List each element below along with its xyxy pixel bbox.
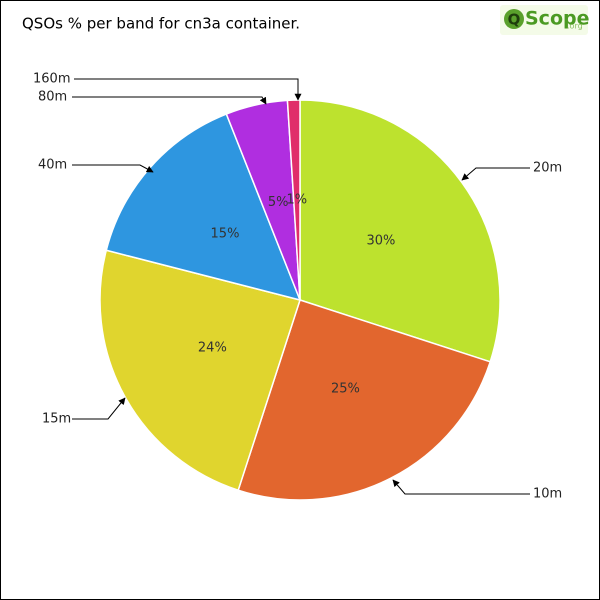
value-label: 1% xyxy=(287,193,308,208)
category-label: 10m xyxy=(533,487,562,502)
callout-line xyxy=(72,397,126,420)
category-label: 80m xyxy=(38,90,67,105)
callout-line xyxy=(72,164,154,173)
value-label: 24% xyxy=(198,341,227,356)
callout-line xyxy=(72,96,267,105)
chart-title: QSOs % per band for cn3a container. xyxy=(22,15,300,33)
category-label: 20m xyxy=(533,161,562,176)
value-label: 30% xyxy=(366,234,395,249)
logo-name: Scope xyxy=(525,8,590,30)
value-label: 15% xyxy=(211,226,240,241)
category-label: 15m xyxy=(42,412,71,427)
value-label: 25% xyxy=(331,382,360,397)
pie-slice xyxy=(99,249,301,492)
pie-slice xyxy=(237,299,492,501)
category-label: 40m xyxy=(38,158,67,173)
pie-slice xyxy=(299,99,501,363)
value-label: 5% xyxy=(268,195,289,210)
category-label: 160m xyxy=(33,72,70,87)
callout-line xyxy=(461,167,530,181)
logo: Q Scope .org xyxy=(500,5,590,35)
callout-line xyxy=(392,479,530,495)
logo-circle xyxy=(504,9,524,29)
logo-mark: Q xyxy=(508,11,521,29)
logo-domain: .org xyxy=(567,22,583,31)
callout-line xyxy=(74,78,302,101)
logo-bg xyxy=(500,5,588,35)
